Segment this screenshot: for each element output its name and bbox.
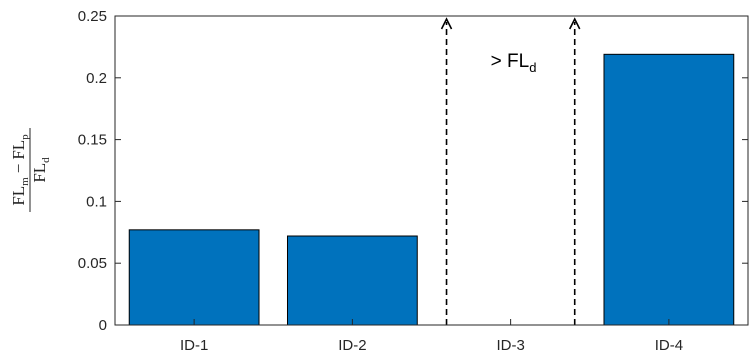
- annotation: > FLd: [440, 17, 581, 325]
- plot-frame: [114, 15, 749, 326]
- ylabel-num-right-main: FL: [9, 140, 28, 160]
- annotation-label: > FLd: [491, 51, 537, 75]
- bar-id-1: [128, 229, 260, 326]
- y-tick-label: 0.1: [86, 193, 107, 210]
- x-tick-label: ID-3: [496, 337, 524, 354]
- svg-text:FLd: FLd: [30, 157, 52, 183]
- ylabel-minus: −: [9, 164, 28, 174]
- svg-text:FLm−FLp: FLm−FLp: [9, 134, 31, 206]
- y-tick-label: 0.2: [86, 70, 107, 87]
- y-tick-label: 0.05: [78, 255, 107, 272]
- annotation-arrow-head: [440, 17, 453, 30]
- y-axis-label: FLm−FLp FLd: [9, 128, 52, 212]
- x-tick-label: ID-1: [180, 337, 208, 354]
- axes: 0 0.05 0.1 0.15 0.2 0.25 ID-1 ID-2 ID-3 ID-4: [78, 8, 749, 354]
- bar-id-2: [286, 235, 418, 326]
- ylabel-den-sub: d: [40, 157, 52, 163]
- y-tick-label: 0.25: [78, 8, 107, 25]
- ylabel-num-left-main: FL: [9, 186, 28, 206]
- ylabel-num-right-sub: p: [19, 134, 31, 140]
- bars: [128, 53, 735, 326]
- ylabel-num-left-sub: m: [19, 177, 31, 186]
- x-tick-label: ID-2: [338, 337, 366, 354]
- x-tick-label: ID-4: [655, 337, 683, 354]
- ylabel-den-main: FL: [30, 163, 49, 183]
- bar-id-4: [603, 53, 735, 326]
- annotation-arrow-head: [569, 17, 581, 30]
- y-tick-label: 0.15: [78, 132, 107, 149]
- y-tick-label: 0: [99, 317, 107, 334]
